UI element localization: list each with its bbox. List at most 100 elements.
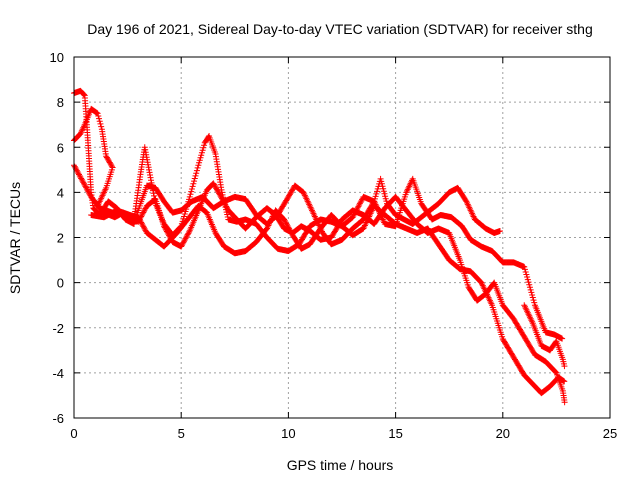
data-point [193, 170, 200, 177]
data-point [223, 204, 230, 211]
data-point [161, 224, 168, 231]
data-point [284, 223, 291, 230]
data-point [166, 232, 173, 239]
x-tick-label: 20 [496, 426, 510, 441]
data-point [179, 240, 186, 247]
data-point [223, 203, 230, 210]
y-tick-label: -6 [52, 411, 64, 426]
data-point [213, 185, 220, 192]
data-point [374, 185, 381, 192]
data-point [78, 175, 85, 182]
data-point [106, 159, 113, 166]
data-point [199, 147, 206, 154]
data-point [82, 183, 89, 190]
data-point [162, 225, 169, 232]
data-point [80, 179, 87, 186]
data-point [192, 172, 199, 179]
data-point [195, 162, 202, 169]
data-point [462, 197, 469, 204]
data-point [285, 193, 292, 200]
data-point [355, 203, 362, 210]
data-point [181, 238, 188, 245]
data-point [77, 174, 84, 181]
data-point [197, 154, 204, 161]
data-point [164, 229, 171, 236]
data-point [349, 214, 356, 221]
data-point [289, 186, 296, 193]
data-point [142, 205, 149, 212]
data-point [184, 231, 191, 238]
data-point [287, 228, 294, 235]
data-point [288, 229, 295, 236]
data-point [216, 191, 223, 198]
data-point [287, 190, 294, 197]
data-point [188, 188, 195, 195]
y-tick-label: 6 [57, 140, 64, 155]
data-point [356, 202, 363, 209]
series-track-5 [521, 302, 568, 370]
data-point [523, 271, 530, 278]
data-point [83, 184, 90, 191]
data-point [98, 123, 105, 130]
data-point [212, 184, 219, 191]
y-tick-label: 4 [57, 185, 64, 200]
data-point [221, 199, 228, 206]
y-tick-label: 0 [57, 276, 64, 291]
series-track-4 [88, 202, 568, 397]
data-point [78, 176, 85, 183]
data-point [372, 193, 379, 200]
data-point [210, 180, 217, 187]
data-point [97, 120, 104, 127]
data-point [196, 157, 203, 164]
data-point [165, 231, 172, 238]
data-point [138, 219, 145, 226]
data-point [183, 232, 190, 239]
data-point [529, 294, 536, 301]
x-tick-label: 25 [603, 426, 617, 441]
data-point [85, 188, 92, 195]
data-point [496, 227, 503, 234]
data-point [560, 377, 567, 384]
data-point [350, 212, 357, 219]
chart-title: Day 196 of 2021, Sidereal Day-to-day VTE… [87, 21, 593, 37]
y-tick-label: 8 [57, 95, 64, 110]
data-point [86, 191, 93, 198]
data-point [191, 178, 198, 185]
data-point [189, 183, 196, 190]
grid-layer [74, 57, 610, 418]
data-point [84, 187, 91, 194]
data-points-layer [71, 87, 568, 406]
data-point [218, 195, 225, 202]
data-point [282, 219, 289, 226]
data-point [531, 299, 538, 306]
data-point [185, 230, 192, 237]
data-point [141, 224, 148, 231]
data-point [529, 291, 536, 298]
y-axis-label: SDTVAR / TECUs [7, 182, 23, 294]
data-point [221, 200, 228, 207]
data-point [527, 286, 534, 293]
data-point [81, 91, 88, 98]
series-track-1 [71, 87, 503, 248]
data-point [194, 164, 201, 171]
data-point [139, 222, 146, 229]
y-tick-label: 2 [57, 231, 64, 246]
data-point [561, 363, 568, 370]
data-point [219, 196, 226, 203]
data-point [73, 167, 80, 174]
data-point [186, 229, 193, 236]
data-point [528, 289, 535, 296]
data-point [190, 180, 197, 187]
data-point [138, 212, 145, 219]
data-point [526, 281, 533, 288]
data-point [530, 297, 537, 304]
data-point [373, 190, 380, 197]
data-point [163, 227, 170, 234]
data-point [213, 186, 220, 193]
data-point [374, 188, 381, 195]
data-point [285, 224, 292, 231]
ticks-layer: 0 5 10 15 20 25 -6 -4 -2 0 2 4 6 8 10 [50, 50, 618, 441]
data-point [522, 268, 529, 275]
data-point [526, 284, 533, 291]
data-point [525, 279, 532, 286]
